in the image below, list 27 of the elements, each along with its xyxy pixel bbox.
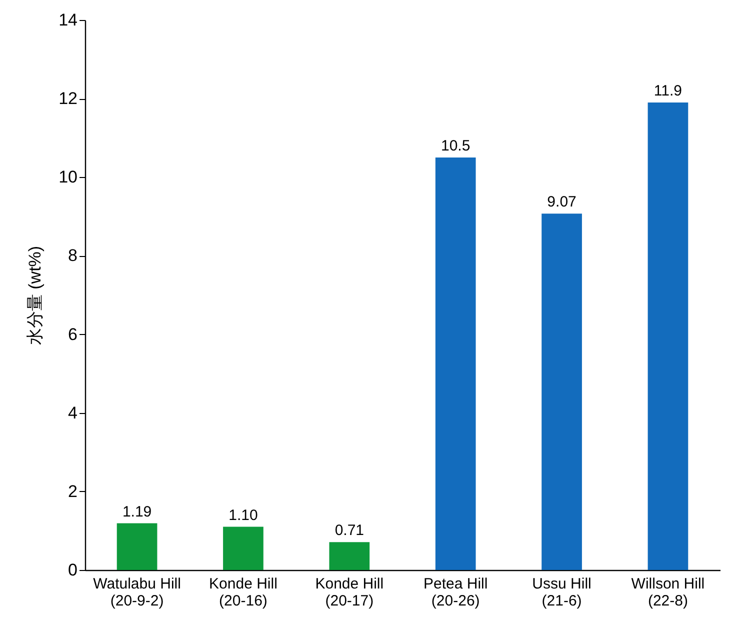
data-label: 9.07 xyxy=(547,194,576,211)
bar xyxy=(435,158,476,570)
bar xyxy=(542,214,582,570)
x-tick-label: Konde Hill (20-16) xyxy=(209,576,278,610)
data-label: 10.5 xyxy=(440,138,470,154)
bar xyxy=(329,542,370,570)
bar xyxy=(648,102,688,570)
x-tick-label: Willson Hill (22-8) xyxy=(631,576,705,610)
y-tick-label: 4 xyxy=(68,403,78,422)
x-tick-label: Ussu Hill (21-6) xyxy=(532,576,592,610)
x-tick-label: Watulabu Hill (20-9-2) xyxy=(93,576,181,610)
bar xyxy=(116,523,158,570)
y-tick-label: 12 xyxy=(58,89,78,108)
data-label: 1.19 xyxy=(122,503,152,520)
bar xyxy=(223,526,264,570)
data-label: 11.9 xyxy=(654,82,682,100)
y-axis-title: 水分量 (wt%) xyxy=(26,246,45,346)
data-label: 1.10 xyxy=(228,506,258,524)
y-tick-label: 2 xyxy=(68,482,78,501)
x-tick-label: Petea Hill (20-26) xyxy=(423,576,488,610)
x-tick-label: Konde Hill (20-17) xyxy=(315,576,384,610)
y-tick-label: 14 xyxy=(58,10,78,30)
data-label: 0.71 xyxy=(334,522,364,540)
y-tick-label: 8 xyxy=(68,246,78,266)
y-tick-label: 0 xyxy=(68,560,78,580)
y-tick-label: 10 xyxy=(58,168,78,187)
y-tick-label: 6 xyxy=(68,324,78,344)
